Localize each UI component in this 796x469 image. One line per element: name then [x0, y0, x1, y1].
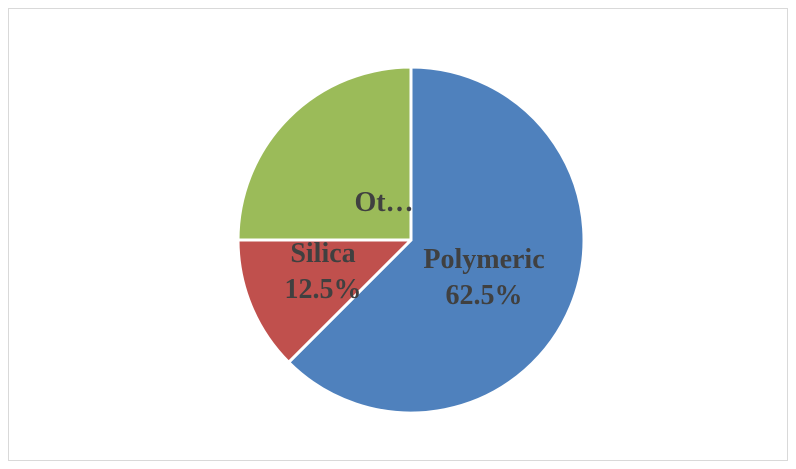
slice-value-label: 12.5%	[285, 274, 362, 305]
slice-label: Polymeric 62.5%	[423, 244, 544, 311]
slice-category-label: Silica	[290, 238, 355, 269]
pie-slice-silica	[236, 238, 413, 364]
pie-labels: Polymeric 62.5% Silica 12.5% Ot…	[285, 187, 545, 311]
pie-slices	[236, 65, 586, 415]
slice-label: Silica 12.5%	[285, 238, 362, 305]
slice-value-label: 62.5%	[446, 280, 523, 311]
pie-slice-ot	[236, 65, 413, 242]
slice-category-label: Polymeric	[423, 244, 544, 275]
pie-slice-polymeric	[287, 65, 586, 415]
slice-category-label: Ot…	[354, 187, 413, 218]
slice-label: Ot…	[354, 187, 413, 218]
